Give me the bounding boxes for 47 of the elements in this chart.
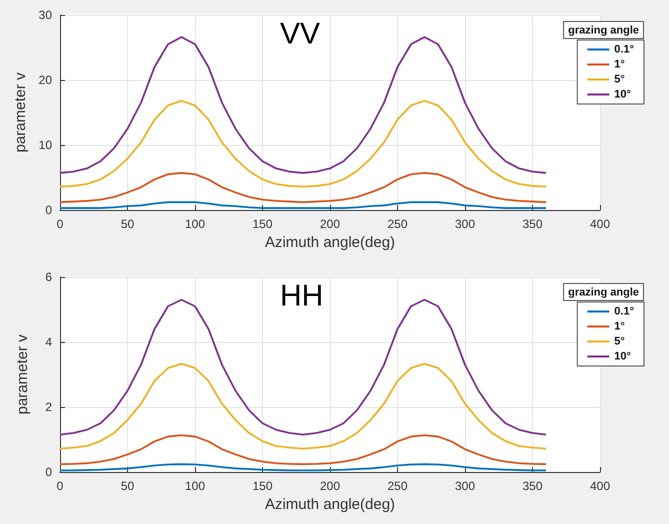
legend-label: 10° bbox=[614, 350, 631, 362]
y-tick-label: 2 bbox=[45, 400, 52, 414]
legend-label: 0.1° bbox=[614, 44, 634, 56]
legend-label: 1° bbox=[614, 320, 625, 332]
x-tick-label: 200 bbox=[320, 479, 340, 493]
legend-label: 0.1° bbox=[614, 306, 634, 318]
line-series bbox=[59, 463, 547, 472]
y-axis-title: parameter v bbox=[12, 72, 29, 153]
x-tick-label: 400 bbox=[590, 217, 610, 231]
legend-label: 5° bbox=[614, 336, 625, 348]
chart-title: VV bbox=[280, 18, 320, 50]
x-axis-title: Azimuth angle(deg) bbox=[264, 496, 396, 513]
line-series bbox=[59, 100, 547, 188]
line-series bbox=[59, 362, 547, 450]
x-tick-label: 100 bbox=[184, 217, 206, 231]
y-tick-label: 4 bbox=[45, 335, 52, 349]
x-tick-label: 150 bbox=[252, 479, 273, 493]
x-axis-title: Azimuth angle(deg) bbox=[264, 234, 396, 251]
y-tick-label: 30 bbox=[38, 8, 52, 22]
x-tick-label: 50 bbox=[120, 479, 134, 493]
y-tick-label: 20 bbox=[38, 73, 52, 87]
x-tick-label: 350 bbox=[522, 217, 543, 231]
x-tick-label: 150 bbox=[252, 217, 273, 231]
x-tick-label: 0 bbox=[56, 217, 64, 231]
x-tick-label: 50 bbox=[120, 217, 134, 231]
x-tick-label: 100 bbox=[184, 479, 206, 493]
x-tick-label: 300 bbox=[454, 479, 476, 493]
x-tick-label: 250 bbox=[387, 217, 408, 231]
line-series bbox=[59, 172, 547, 204]
legend-title: grazing angle bbox=[568, 286, 640, 298]
x-tick-label: 250 bbox=[387, 479, 408, 493]
x-tick-label: 200 bbox=[320, 217, 340, 231]
y-tick-label: 0 bbox=[45, 465, 52, 479]
legend-label: 5° bbox=[614, 74, 625, 86]
y-tick-label: 6 bbox=[45, 270, 52, 284]
legend-label: 10° bbox=[614, 88, 631, 100]
y-tick-label: 0 bbox=[45, 203, 52, 217]
x-tick-label: 300 bbox=[454, 217, 476, 231]
legend-title: grazing angle bbox=[568, 24, 640, 36]
chart-title: HH bbox=[280, 280, 324, 312]
x-tick-label: 350 bbox=[522, 479, 543, 493]
x-tick-label: 0 bbox=[56, 479, 64, 493]
line-series bbox=[59, 434, 547, 466]
y-tick-label: 10 bbox=[38, 138, 52, 152]
legend-label: 1° bbox=[614, 58, 625, 70]
y-axis-title: parameter v bbox=[14, 334, 31, 415]
x-tick-label: 400 bbox=[590, 479, 610, 493]
